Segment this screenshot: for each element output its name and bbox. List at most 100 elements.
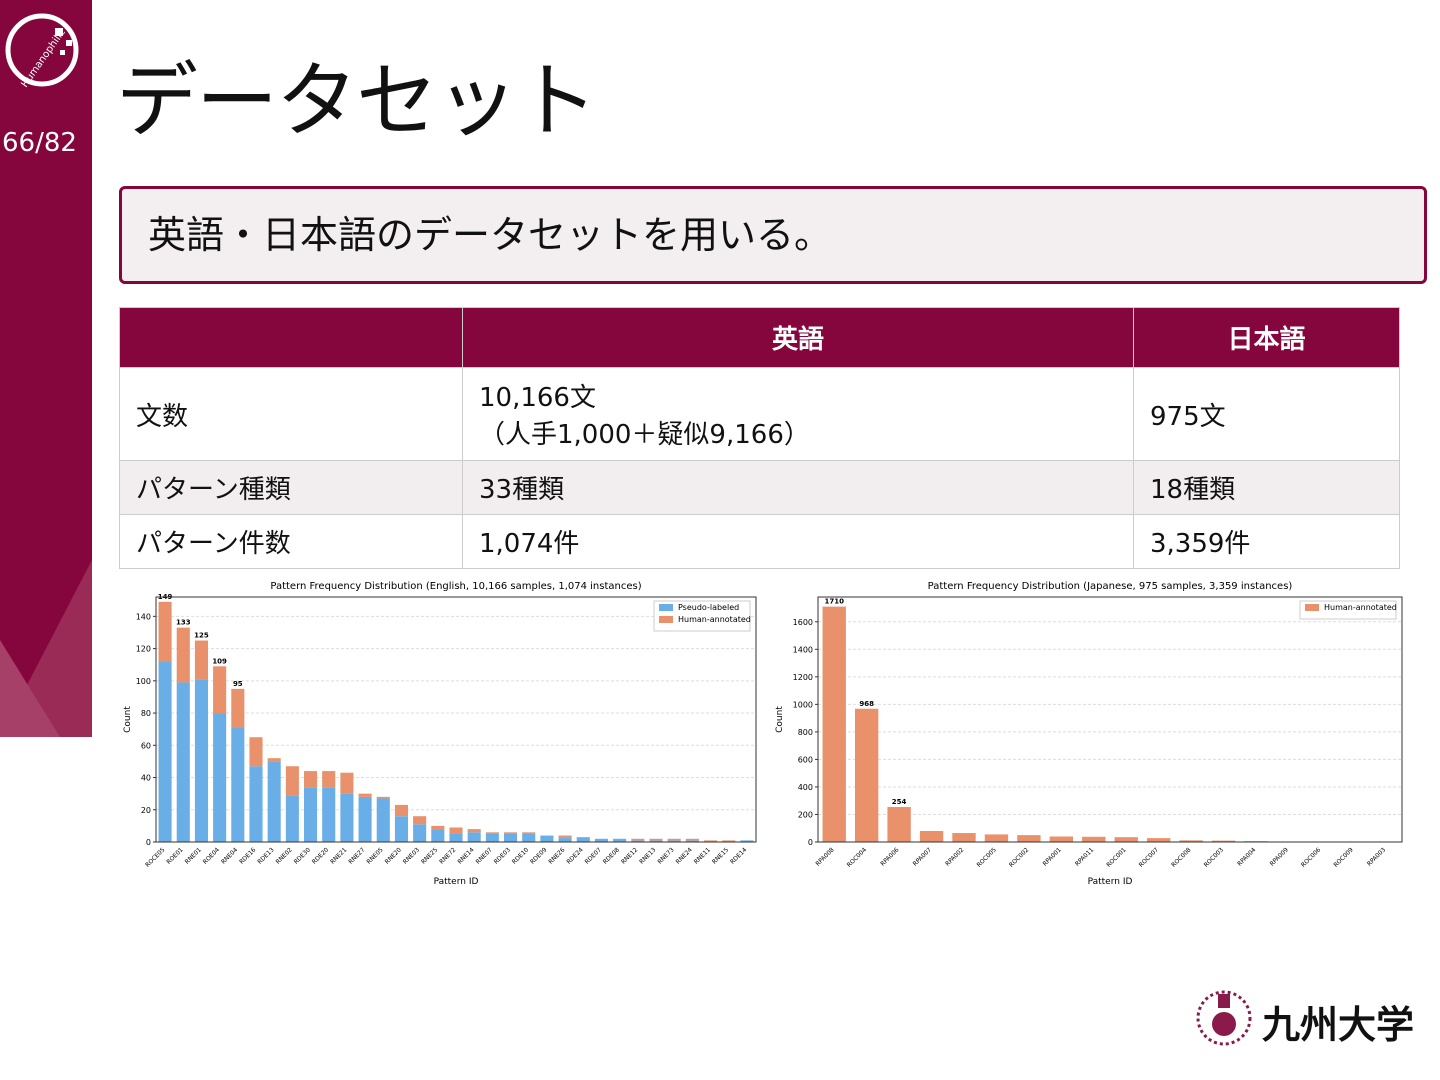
bar-segment [285, 795, 299, 842]
table-cell: 975文 [1133, 367, 1400, 461]
bar-segment [413, 824, 427, 842]
y-tick-label: 120 [136, 645, 151, 654]
y-tick-label: 0 [146, 838, 151, 847]
x-tick-label: RNE72 [438, 846, 457, 865]
legend-label: Pseudo-labeled [678, 603, 739, 612]
y-tick-label: 20 [141, 806, 151, 815]
cell-line: 3,359件 [1150, 529, 1251, 559]
y-tick-label: 60 [141, 741, 151, 750]
table-row: 文数 10,166文 （人手1,000＋疑似9,166） 975文 [119, 367, 1400, 461]
bar-segment [1179, 840, 1203, 842]
chart-title: Pattern Frequency Distribution (English,… [270, 581, 641, 592]
page-number: 66/82 [2, 128, 77, 158]
bar-segment [158, 601, 172, 662]
logo-pixel [60, 50, 65, 55]
y-tick-label: 1600 [793, 618, 813, 627]
bar-label: 968 [859, 700, 874, 708]
bar-segment [704, 840, 718, 842]
x-tick-label: RNE05 [366, 846, 385, 865]
x-axis-label: Pattern ID [1088, 877, 1133, 887]
callout: 英語・日本語のデータセットを用いる。 [119, 186, 1427, 284]
y-tick-label: 140 [136, 612, 151, 621]
bar-segment [322, 787, 336, 842]
table-cell: 33種類 [462, 460, 1134, 515]
table-cell: 1,074件 [462, 514, 1134, 569]
bar-segment [394, 804, 408, 817]
bar-segment [176, 627, 190, 683]
y-tick-label: 1400 [793, 645, 813, 654]
y-tick-label: 600 [798, 755, 813, 764]
x-tick-label: RNE01 [184, 846, 203, 865]
bar-segment [304, 787, 318, 842]
x-tick-label: ROCE05 [144, 846, 166, 868]
x-tick-label: RNE11 [693, 846, 712, 865]
bar-segment [558, 835, 572, 838]
x-tick-label: ROC005 [976, 846, 998, 868]
legend-swatch [1305, 604, 1319, 611]
bar-segment [740, 840, 754, 842]
plot-frame [817, 596, 1403, 843]
bar-segment [304, 771, 318, 788]
bar-label: 133 [176, 619, 191, 627]
bar-segment [594, 838, 608, 842]
bar-segment [667, 838, 681, 841]
bar-segment [919, 830, 944, 842]
x-tick-label: RDE07 [584, 846, 603, 865]
bar-segment [540, 835, 554, 842]
bar-segment [558, 837, 572, 842]
bar-segment [685, 840, 699, 842]
bar-segment [485, 833, 499, 842]
y-tick-label: 80 [141, 709, 151, 718]
y-tick-label: 200 [798, 810, 813, 819]
x-tick-label: ROC009 [1332, 846, 1354, 868]
bar-segment [613, 838, 627, 842]
bar-segment [431, 829, 445, 842]
x-tick-label: RDE13 [256, 846, 275, 865]
x-tick-label: RPA003 [1366, 846, 1387, 867]
bar-segment [376, 798, 390, 842]
header-cell: 日本語 [1133, 307, 1400, 368]
bar-segment [504, 832, 518, 834]
x-tick-label: RNE07 [475, 846, 494, 865]
y-tick-label: 100 [136, 677, 151, 686]
x-tick-label: RPA004 [1236, 846, 1257, 867]
bar-segment [887, 807, 911, 842]
x-tick-label: RNE25 [420, 846, 439, 865]
y-tick-label: 1200 [793, 673, 813, 682]
row-label: 文数 [119, 367, 463, 461]
bar-segment [649, 840, 663, 842]
bar-segment [158, 661, 172, 842]
logo-pixel [55, 28, 63, 36]
y-tick-label: 0 [808, 838, 813, 847]
x-tick-label: ROC006 [1300, 846, 1322, 868]
y-tick-label: 1000 [793, 700, 813, 709]
x-tick-label: ROE04 [202, 846, 221, 865]
bar-segment [376, 796, 390, 799]
bar-label: 95 [233, 680, 243, 688]
bar-segment [1017, 835, 1041, 842]
bar-segment [722, 840, 736, 842]
y-axis-label: Count [123, 706, 133, 733]
bar-segment [504, 833, 518, 842]
cell-line: 18種類 [1150, 475, 1236, 505]
bar-segment [1114, 837, 1138, 842]
x-tick-label: RNE15 [711, 846, 730, 865]
bar-segment [213, 666, 227, 714]
x-tick-label: RNE03 [402, 846, 421, 865]
x-tick-label: RDE24 [565, 846, 584, 865]
bar-segment [249, 737, 263, 767]
bar-segment [394, 816, 408, 842]
x-tick-label: RPA002 [944, 846, 965, 867]
bar-segment [485, 832, 499, 834]
x-tick-label: RPA011 [1074, 846, 1095, 867]
cell-line: （人手1,000＋疑似9,166） [479, 420, 810, 450]
bar-segment [176, 682, 190, 842]
bar-segment [667, 840, 681, 842]
emblem-ring [1196, 990, 1252, 1046]
x-tick-label: RDE16 [238, 846, 257, 865]
x-tick-label: RDE20 [311, 846, 330, 865]
bar-segment [984, 834, 1009, 842]
bar-segment [267, 761, 281, 842]
